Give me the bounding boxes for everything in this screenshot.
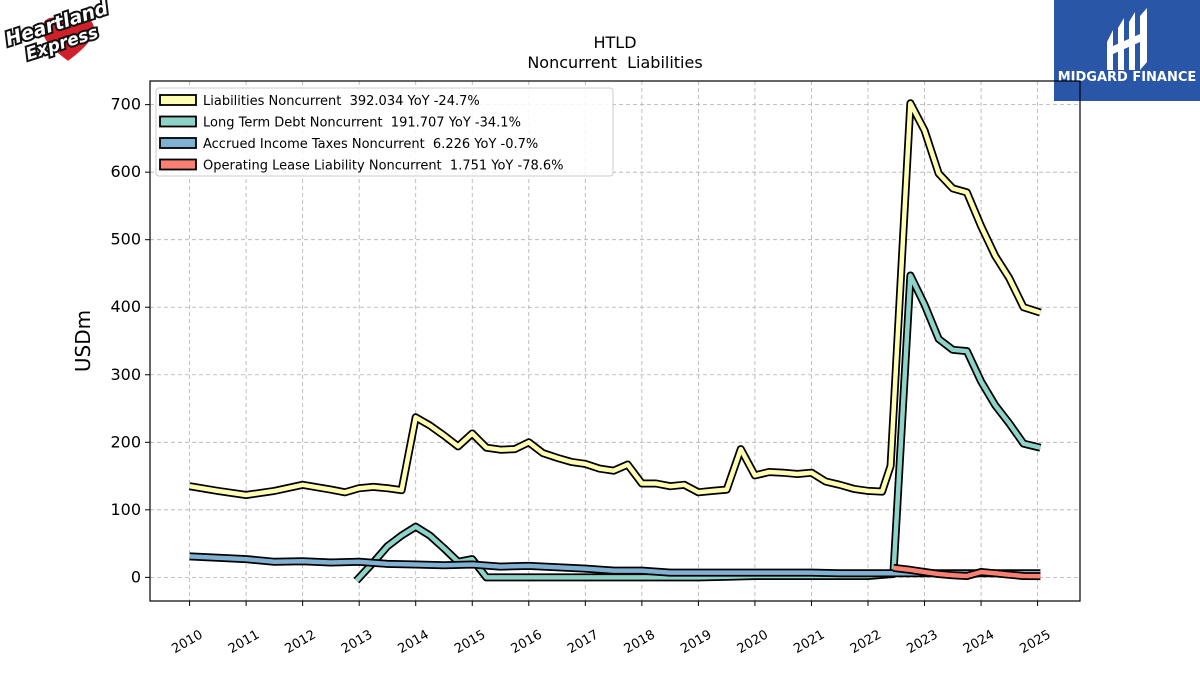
x-axis: 2010 2011 2012 2013 2014 2015 2016 2017 2018 2019… — [169, 601, 1054, 657]
y-axis-label: USDm — [71, 310, 95, 372]
series-line-0 — [189, 101, 1042, 498]
x-tick-label: 2023 — [904, 627, 940, 657]
y-tick-label: 0 — [131, 567, 141, 586]
series-layer — [188, 99, 1042, 584]
x-tick-label: 2010 — [169, 627, 205, 657]
y-axis: 0 100 200 300 400 500 600 700 — [110, 95, 150, 586]
legend-entry: Liabilities Noncurrent 392.034 YoY -24.7… — [203, 94, 480, 109]
x-tick-label: 2020 — [735, 627, 771, 657]
x-tick-label: 2024 — [961, 627, 997, 657]
heart-logo-icon — [40, 15, 96, 64]
brand-background — [1054, 0, 1200, 101]
heartland-express-logo: Heartland Express — [1, 0, 113, 67]
y-tick-label: 300 — [110, 365, 141, 384]
y-tick-label: 600 — [110, 162, 141, 181]
y-tick-label: 200 — [110, 432, 141, 451]
x-tick-label: 2013 — [339, 627, 375, 657]
y-tick-label: 500 — [110, 230, 141, 249]
x-tick-label: 2011 — [226, 627, 262, 657]
x-tick-label: 2019 — [678, 627, 714, 657]
x-tick-label: 2014 — [396, 627, 432, 657]
midgard-finance-brand: MIDGARD FINANCE — [1054, 0, 1200, 101]
legend-box — [155, 87, 614, 177]
legend-entry: Operating Lease Liability Noncurrent 1.7… — [203, 159, 564, 174]
y-tick-label: 400 — [110, 297, 141, 316]
legend-entry: Long Term Debt Noncurrent 191.707 YoY -3… — [203, 116, 521, 131]
x-tick-label: 2012 — [282, 627, 318, 657]
x-tick-label: 2022 — [848, 627, 884, 657]
series-line-3 — [893, 565, 1041, 579]
chart-title: HTLD — [593, 33, 636, 52]
x-tick-label: 2018 — [622, 627, 658, 657]
x-tick-label: 2016 — [509, 627, 545, 657]
y-tick-label: 700 — [110, 95, 141, 114]
legend-swatch — [159, 137, 197, 149]
legend-swatch — [159, 115, 197, 128]
x-tick-label: 2025 — [1017, 627, 1053, 657]
chart-subtitle: Noncurrent Liabilities — [527, 53, 702, 72]
midgard-logo-icon — [1107, 8, 1147, 70]
legend-entry: Accrued Income Taxes Noncurrent 6.226 Yo… — [203, 137, 538, 152]
x-tick-label: 2017 — [565, 627, 601, 657]
legend-swatch — [159, 158, 197, 171]
x-tick-label: 2021 — [791, 627, 827, 657]
legend: Liabilities Noncurrent 392.034 YoY -24.7… — [155, 87, 614, 177]
y-tick-label: 100 — [110, 500, 141, 519]
brand-name: MIDGARD FINANCE — [1058, 70, 1197, 85]
legend-swatch — [159, 94, 197, 106]
plot-frame — [149, 80, 1081, 602]
x-tick-label: 2015 — [452, 627, 488, 657]
series-line-2 — [189, 554, 1041, 576]
series-line-1 — [354, 273, 1041, 583]
